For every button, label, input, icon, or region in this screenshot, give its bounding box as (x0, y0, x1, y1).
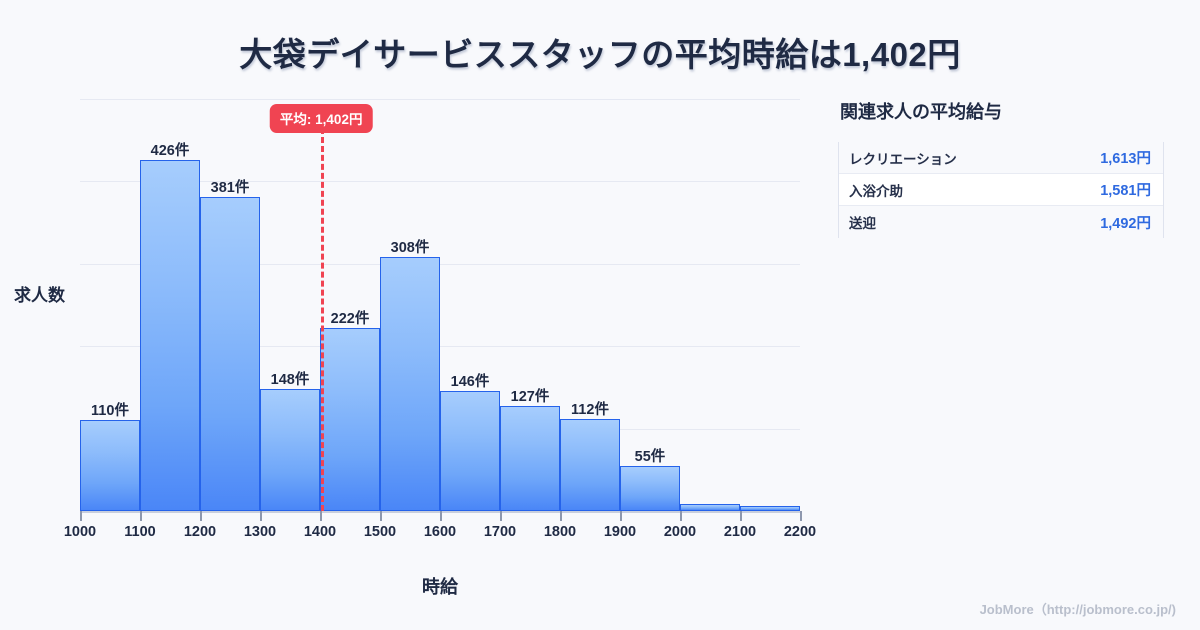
x-axis-tick-label: 1500 (363, 524, 397, 540)
panel-row-value: 1,613円 (1100, 151, 1151, 167)
panel-row-value: 1,492円 (1100, 215, 1151, 232)
x-axis-tick-label: 2200 (783, 524, 817, 540)
average-badge: 平均: 1,402円 (269, 104, 373, 133)
y-axis-title: 求人数 (14, 286, 65, 305)
panel-title: 関連求人の平均給与 (840, 102, 1002, 122)
x-axis-tick-label: 1200 (183, 524, 217, 540)
x-axis-tick (380, 511, 382, 521)
x-axis-tick-label: 1900 (603, 524, 637, 540)
average-line (321, 128, 325, 511)
bar-value-label: 148件 (270, 372, 310, 389)
x-axis-tick (680, 511, 682, 521)
bar (500, 406, 560, 511)
bar (560, 418, 620, 511)
x-axis-tick-label: 1400 (303, 524, 337, 540)
x-axis-title: 時給 (422, 577, 458, 597)
bar-value-label: 110件 (91, 403, 129, 420)
bar (200, 197, 260, 511)
bar (260, 389, 320, 511)
related-salary-panel: 関連求人の平均給与 レクリエーション 1,613円入浴介助 1,581円送迎 1,49… (838, 98, 1178, 238)
bar-series: 110件 426件 381件 148件 222件 308件 146件 127件 112件 55件 (80, 99, 800, 511)
x-axis-tick (620, 511, 622, 521)
bar-value-label: 146件 (450, 373, 490, 390)
panel-row-label: レクリエーション (849, 151, 957, 167)
histogram-chart: 110件 426件 381件 148件 222件 308件 146件 127件 112件 55件 … (14, 99, 817, 597)
page-title: 大袋デイサービススタッフの平均時給は1,402円 (239, 36, 961, 73)
x-axis-tick (260, 511, 262, 521)
x-axis-tick (200, 511, 202, 521)
bar (320, 328, 380, 511)
panel-table: レクリエーション 1,613円入浴介助 1,581円送迎 1,492円 (838, 142, 1164, 238)
x-axis-tick (500, 511, 502, 521)
bar (140, 159, 200, 511)
bar-value-label: 426件 (150, 142, 190, 159)
x-axis-tick (140, 511, 142, 521)
bar (380, 257, 440, 511)
x-axis-tick (740, 511, 742, 521)
bar (440, 390, 500, 511)
panel-row[interactable]: 送迎 1,492円 (839, 206, 1163, 238)
bar-value-label: 112件 (571, 401, 609, 418)
panel-row-label: 入浴介助 (849, 183, 903, 199)
footer-credit: JobMore（http://jobmore.co.jp/) (979, 602, 1176, 617)
x-axis-tick-label: 1800 (543, 524, 577, 540)
bar (680, 504, 740, 511)
bar (80, 420, 140, 511)
x-axis-tick (320, 511, 322, 521)
x-axis-tick-label: 1700 (483, 524, 517, 540)
bar (620, 465, 680, 511)
x-axis-tick (800, 511, 802, 521)
x-axis-tick-label: 1100 (124, 524, 156, 540)
panel-row-value: 1,581円 (1100, 183, 1151, 199)
x-axis-tick-label: 2100 (723, 524, 757, 540)
gridline (80, 263, 800, 265)
bar-value-label: 222件 (330, 311, 370, 328)
panel-row[interactable]: レクリエーション 1,613円 (839, 142, 1163, 174)
x-axis-tick (560, 511, 562, 521)
x-axis-tick-label: 1300 (243, 524, 277, 540)
panel-row-label: 送迎 (849, 216, 876, 231)
x-axis-tick (440, 511, 442, 521)
bar-value-label: 127件 (510, 389, 550, 406)
gridline (80, 99, 800, 100)
gridline (80, 346, 800, 348)
panel-row[interactable]: 入浴介助 1,581円 (839, 174, 1163, 206)
bar-value-label: 308件 (390, 240, 430, 257)
x-axis-tick-label: 1600 (423, 524, 457, 540)
x-axis-tick-label: 1000 (63, 524, 97, 540)
bar-value-label: 381件 (210, 180, 250, 197)
bar-value-label: 55件 (634, 448, 666, 465)
x-axis-tick-label: 2000 (663, 524, 697, 540)
x-axis-tick (80, 511, 82, 521)
bar (740, 506, 800, 511)
gridline (80, 181, 800, 183)
